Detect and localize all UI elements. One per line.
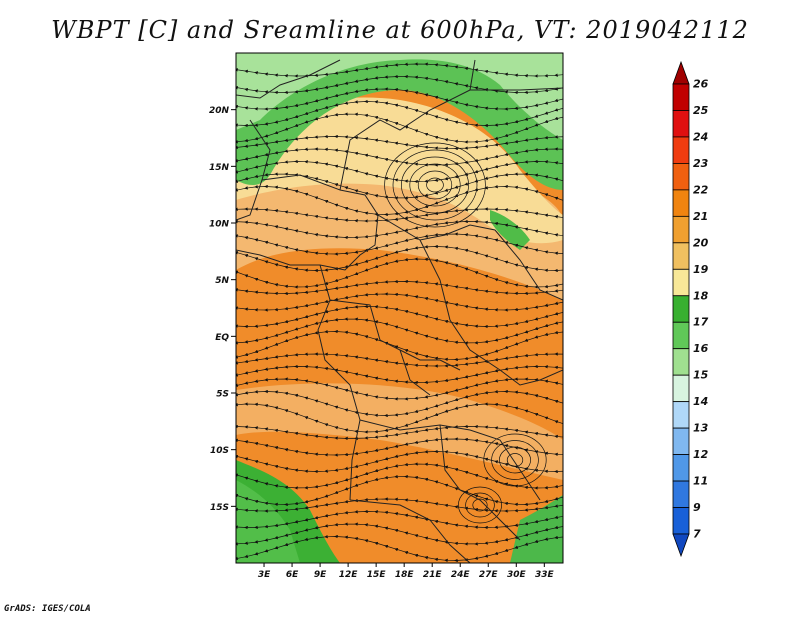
lat-label: 5S bbox=[216, 390, 229, 400]
lon-label: 24E bbox=[451, 570, 471, 580]
colorbar-box bbox=[672, 321, 690, 350]
lon-label: 33E bbox=[535, 570, 555, 580]
lon-label: 6E bbox=[286, 570, 299, 580]
colorbar: 26 25 24 23 22 21 20 19 18 17 16 15 14 13 12 11 9 7 bbox=[672, 60, 709, 558]
streamline-vortex bbox=[483, 433, 547, 487]
streamline bbox=[236, 437, 563, 458]
colorbar-label: 13 bbox=[693, 422, 709, 435]
streamline-vortex bbox=[472, 498, 488, 512]
lon-label: 3E bbox=[258, 570, 271, 580]
colorbar-bottom-arrow bbox=[672, 533, 690, 558]
colorbar-label: 16 bbox=[693, 342, 709, 355]
colorbar-box bbox=[672, 215, 690, 244]
colorbar-label: 20 bbox=[693, 236, 709, 249]
map-title: WBPT [C] and Sreamline at 600hPa, VT: 20… bbox=[51, 16, 749, 44]
longitude-labels: 3E 6E 9E 12E 15E 18E 21E 24E 27E 30E 33E bbox=[258, 563, 555, 580]
lat-label: 5N bbox=[215, 276, 229, 286]
colorbar-label: 24 bbox=[693, 130, 708, 143]
colorbar-box bbox=[672, 295, 690, 323]
colorbar-label: 25 bbox=[693, 104, 709, 117]
colorbar-label: 23 bbox=[693, 157, 709, 170]
colorbar-top-arrow bbox=[672, 60, 690, 85]
lon-label: 21E bbox=[423, 570, 443, 580]
colorbar-label: 11 bbox=[693, 475, 708, 488]
colorbar-box bbox=[672, 480, 690, 508]
streamline-vortex bbox=[401, 156, 469, 214]
streamline-vortex bbox=[417, 170, 453, 200]
colorbar-label: 22 bbox=[693, 183, 709, 196]
streamline-vortex bbox=[491, 440, 539, 480]
streamline bbox=[236, 134, 563, 151]
streamline bbox=[236, 207, 563, 223]
streamline bbox=[236, 352, 563, 368]
colorbar-label: 7 bbox=[693, 528, 701, 541]
streamline-vortex bbox=[426, 177, 444, 193]
colorbar-label: 12 bbox=[693, 448, 709, 461]
lon-label: 9E bbox=[314, 570, 327, 580]
latitude-labels: 20N 15N 10N 5N EQ 5S 10S 15S bbox=[209, 106, 236, 513]
colorbar-label: 26 bbox=[693, 78, 709, 91]
lon-label: 12E bbox=[339, 570, 359, 580]
streamline bbox=[236, 329, 563, 362]
lon-label: 15E bbox=[367, 570, 387, 580]
colorbar-box bbox=[672, 268, 690, 297]
colorbar-label: 15 bbox=[693, 369, 709, 382]
streamline-vortex bbox=[384, 142, 486, 228]
lon-label: 30E bbox=[507, 570, 527, 580]
colorbar-box bbox=[672, 401, 690, 429]
streamline bbox=[236, 112, 563, 144]
colorbar-box bbox=[672, 374, 690, 403]
colorbar-box bbox=[672, 454, 690, 482]
streamline bbox=[236, 424, 563, 441]
colorbar-label: 19 bbox=[693, 263, 709, 276]
colorbar-box bbox=[672, 163, 690, 191]
colorbar-box bbox=[672, 242, 690, 270]
streamline-vortex bbox=[392, 149, 478, 221]
lat-label: EQ bbox=[215, 333, 229, 343]
colorbar-box bbox=[672, 83, 690, 111]
streamline-vortex bbox=[458, 486, 502, 524]
lat-label: 10S bbox=[210, 446, 229, 456]
streamlines bbox=[236, 62, 563, 563]
lat-label: 15S bbox=[210, 503, 229, 513]
country-borders bbox=[236, 59, 563, 563]
streamline bbox=[236, 534, 563, 563]
colorbar-label: 17 bbox=[693, 316, 709, 329]
streamline bbox=[236, 219, 563, 240]
lat-label: 20N bbox=[209, 106, 230, 116]
streamline-vortex bbox=[409, 163, 461, 207]
colorbar-box bbox=[672, 189, 690, 217]
lat-label: 15N bbox=[209, 163, 230, 173]
map-frame bbox=[235, 52, 564, 564]
streamline-vortex bbox=[506, 453, 524, 467]
colorbar-box bbox=[672, 348, 690, 376]
lon-label: 27E bbox=[479, 570, 499, 580]
lon-label: 18E bbox=[395, 570, 415, 580]
lat-label: 10N bbox=[209, 220, 230, 230]
streamline-vortex bbox=[465, 492, 495, 518]
colorbar-box bbox=[672, 507, 690, 535]
colorbar-label: 14 bbox=[693, 395, 708, 408]
streamline-vortex bbox=[499, 446, 531, 474]
colorbar-box bbox=[672, 427, 690, 455]
footer-credit: GrADS: IGES/COLA bbox=[4, 604, 91, 614]
colorbar-box bbox=[672, 110, 690, 138]
colorbar-box bbox=[672, 136, 690, 164]
colorbar-label: 21 bbox=[693, 210, 708, 223]
colorbar-label: 18 bbox=[693, 289, 709, 302]
colorbar-label: 9 bbox=[693, 501, 701, 514]
